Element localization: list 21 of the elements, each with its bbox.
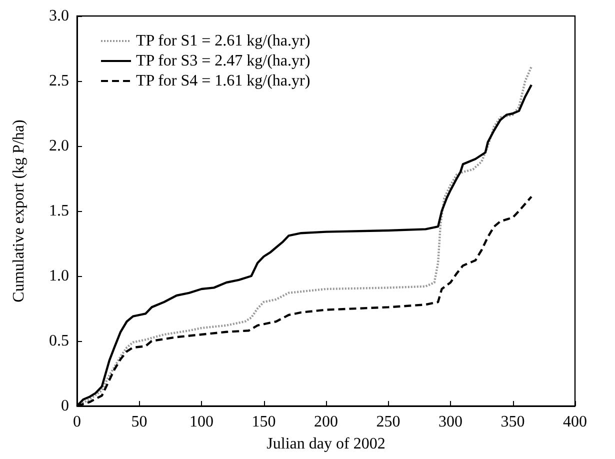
- x-tick-label: 150: [252, 414, 276, 430]
- y-tick-label: 2.0: [49, 138, 69, 154]
- x-tick-label: 300: [438, 414, 462, 430]
- x-tick-label: 350: [500, 414, 525, 430]
- y-tick-label: 1.5: [49, 202, 69, 220]
- x-tick-label: 200: [314, 414, 338, 430]
- legend-label: TP for S4 = 1.61 kg/(ha.yr): [136, 72, 310, 90]
- legend-label: TP for S3 = 2.47 kg/(ha.yr): [136, 52, 310, 70]
- y-tick-label: 2.5: [49, 72, 69, 90]
- x-tick-label: 0: [73, 414, 81, 430]
- x-tick-label: 50: [131, 414, 148, 430]
- y-tick-label: 1.0: [49, 268, 69, 284]
- x-tick-label: 100: [190, 414, 214, 430]
- x-tick-label: 400: [563, 414, 587, 430]
- y-tick-label: 0: [61, 398, 69, 414]
- legend-label: TP for S1 = 2.61 kg/(ha.yr): [136, 32, 310, 50]
- y-axis-title: Cumulative export (kg P/ha): [10, 120, 28, 302]
- x-tick-label: 250: [376, 414, 400, 430]
- y-tick-label: 3.0: [49, 8, 69, 24]
- x-axis-title: Julian day of 2002: [266, 436, 386, 452]
- y-tick-label: 0.5: [49, 332, 69, 350]
